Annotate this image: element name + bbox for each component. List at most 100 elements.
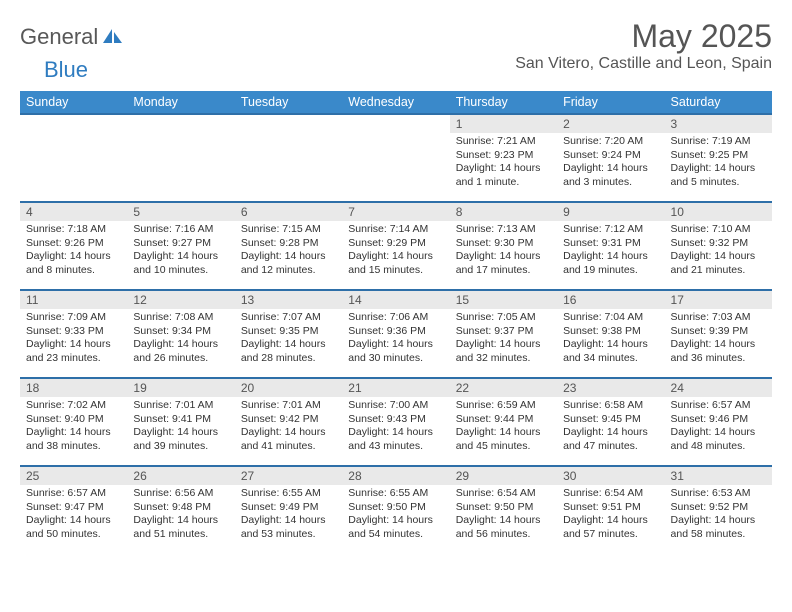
- weekday-header: Saturday: [665, 91, 772, 114]
- day-number: 13: [235, 291, 342, 309]
- day-detail: Sunrise: 7:12 AMSunset: 9:31 PMDaylight:…: [557, 221, 664, 282]
- day-detail: Sunrise: 6:56 AMSunset: 9:48 PMDaylight:…: [127, 485, 234, 546]
- day-detail: Sunrise: 7:18 AMSunset: 9:26 PMDaylight:…: [20, 221, 127, 282]
- calendar-row: 4Sunrise: 7:18 AMSunset: 9:26 PMDaylight…: [20, 202, 772, 290]
- day-cell: 4Sunrise: 7:18 AMSunset: 9:26 PMDaylight…: [20, 202, 127, 290]
- day-cell: 20Sunrise: 7:01 AMSunset: 9:42 PMDayligh…: [235, 378, 342, 466]
- day-number: 29: [450, 467, 557, 485]
- day-detail: Sunrise: 6:57 AMSunset: 9:47 PMDaylight:…: [20, 485, 127, 546]
- day-detail: Sunrise: 6:55 AMSunset: 9:49 PMDaylight:…: [235, 485, 342, 546]
- calendar-row: 11Sunrise: 7:09 AMSunset: 9:33 PMDayligh…: [20, 290, 772, 378]
- day-number: 6: [235, 203, 342, 221]
- logo-text-general: General: [20, 24, 98, 50]
- day-cell: 11Sunrise: 7:09 AMSunset: 9:33 PMDayligh…: [20, 290, 127, 378]
- day-number: 14: [342, 291, 449, 309]
- day-cell: 5Sunrise: 7:16 AMSunset: 9:27 PMDaylight…: [127, 202, 234, 290]
- day-detail: Sunrise: 7:08 AMSunset: 9:34 PMDaylight:…: [127, 309, 234, 370]
- day-detail: Sunrise: 7:20 AMSunset: 9:24 PMDaylight:…: [557, 133, 664, 194]
- day-number: 1: [450, 115, 557, 133]
- day-cell: 8Sunrise: 7:13 AMSunset: 9:30 PMDaylight…: [450, 202, 557, 290]
- day-number: 24: [665, 379, 772, 397]
- empty-cell: [20, 114, 127, 202]
- logo-text-blue: Blue: [44, 57, 88, 82]
- day-detail: Sunrise: 6:57 AMSunset: 9:46 PMDaylight:…: [665, 397, 772, 458]
- day-cell: 28Sunrise: 6:55 AMSunset: 9:50 PMDayligh…: [342, 466, 449, 554]
- day-detail: Sunrise: 7:01 AMSunset: 9:41 PMDaylight:…: [127, 397, 234, 458]
- day-detail: Sunrise: 7:15 AMSunset: 9:28 PMDaylight:…: [235, 221, 342, 282]
- day-detail: Sunrise: 7:19 AMSunset: 9:25 PMDaylight:…: [665, 133, 772, 194]
- day-cell: 14Sunrise: 7:06 AMSunset: 9:36 PMDayligh…: [342, 290, 449, 378]
- day-detail: Sunrise: 6:54 AMSunset: 9:50 PMDaylight:…: [450, 485, 557, 546]
- day-detail: Sunrise: 6:53 AMSunset: 9:52 PMDaylight:…: [665, 485, 772, 546]
- day-cell: 24Sunrise: 6:57 AMSunset: 9:46 PMDayligh…: [665, 378, 772, 466]
- day-cell: 31Sunrise: 6:53 AMSunset: 9:52 PMDayligh…: [665, 466, 772, 554]
- day-cell: 13Sunrise: 7:07 AMSunset: 9:35 PMDayligh…: [235, 290, 342, 378]
- calendar-row: 1Sunrise: 7:21 AMSunset: 9:23 PMDaylight…: [20, 114, 772, 202]
- day-detail: Sunrise: 7:03 AMSunset: 9:39 PMDaylight:…: [665, 309, 772, 370]
- weekday-header: Wednesday: [342, 91, 449, 114]
- weekday-header: Sunday: [20, 91, 127, 114]
- day-number: 31: [665, 467, 772, 485]
- day-number: 10: [665, 203, 772, 221]
- day-detail: Sunrise: 6:58 AMSunset: 9:45 PMDaylight:…: [557, 397, 664, 458]
- day-cell: 26Sunrise: 6:56 AMSunset: 9:48 PMDayligh…: [127, 466, 234, 554]
- day-detail: Sunrise: 7:21 AMSunset: 9:23 PMDaylight:…: [450, 133, 557, 194]
- day-number: 19: [127, 379, 234, 397]
- day-cell: 7Sunrise: 7:14 AMSunset: 9:29 PMDaylight…: [342, 202, 449, 290]
- day-cell: 9Sunrise: 7:12 AMSunset: 9:31 PMDaylight…: [557, 202, 664, 290]
- day-cell: 23Sunrise: 6:58 AMSunset: 9:45 PMDayligh…: [557, 378, 664, 466]
- day-detail: Sunrise: 7:10 AMSunset: 9:32 PMDaylight:…: [665, 221, 772, 282]
- day-detail: Sunrise: 7:16 AMSunset: 9:27 PMDaylight:…: [127, 221, 234, 282]
- day-cell: 6Sunrise: 7:15 AMSunset: 9:28 PMDaylight…: [235, 202, 342, 290]
- day-cell: 12Sunrise: 7:08 AMSunset: 9:34 PMDayligh…: [127, 290, 234, 378]
- day-number: 21: [342, 379, 449, 397]
- day-cell: 21Sunrise: 7:00 AMSunset: 9:43 PMDayligh…: [342, 378, 449, 466]
- calendar-body: 1Sunrise: 7:21 AMSunset: 9:23 PMDaylight…: [20, 114, 772, 554]
- day-cell: 2Sunrise: 7:20 AMSunset: 9:24 PMDaylight…: [557, 114, 664, 202]
- day-number: 5: [127, 203, 234, 221]
- day-number: 20: [235, 379, 342, 397]
- day-cell: 29Sunrise: 6:54 AMSunset: 9:50 PMDayligh…: [450, 466, 557, 554]
- logo-sail-icon: [102, 27, 124, 50]
- day-detail: Sunrise: 7:04 AMSunset: 9:38 PMDaylight:…: [557, 309, 664, 370]
- day-number: 25: [20, 467, 127, 485]
- day-cell: 27Sunrise: 6:55 AMSunset: 9:49 PMDayligh…: [235, 466, 342, 554]
- day-cell: 16Sunrise: 7:04 AMSunset: 9:38 PMDayligh…: [557, 290, 664, 378]
- day-number: 16: [557, 291, 664, 309]
- day-number: 22: [450, 379, 557, 397]
- day-cell: 10Sunrise: 7:10 AMSunset: 9:32 PMDayligh…: [665, 202, 772, 290]
- day-detail: Sunrise: 7:02 AMSunset: 9:40 PMDaylight:…: [20, 397, 127, 458]
- day-number: 15: [450, 291, 557, 309]
- day-number: 30: [557, 467, 664, 485]
- logo: General: [20, 18, 126, 50]
- day-number: 28: [342, 467, 449, 485]
- day-number: 23: [557, 379, 664, 397]
- weekday-header: Thursday: [450, 91, 557, 114]
- day-number: 2: [557, 115, 664, 133]
- day-number: 7: [342, 203, 449, 221]
- weekday-header: Monday: [127, 91, 234, 114]
- day-number: 3: [665, 115, 772, 133]
- day-number: 9: [557, 203, 664, 221]
- day-detail: Sunrise: 7:13 AMSunset: 9:30 PMDaylight:…: [450, 221, 557, 282]
- day-cell: 25Sunrise: 6:57 AMSunset: 9:47 PMDayligh…: [20, 466, 127, 554]
- day-cell: 19Sunrise: 7:01 AMSunset: 9:41 PMDayligh…: [127, 378, 234, 466]
- calendar-row: 18Sunrise: 7:02 AMSunset: 9:40 PMDayligh…: [20, 378, 772, 466]
- day-detail: Sunrise: 6:54 AMSunset: 9:51 PMDaylight:…: [557, 485, 664, 546]
- day-detail: Sunrise: 7:05 AMSunset: 9:37 PMDaylight:…: [450, 309, 557, 370]
- day-number: 12: [127, 291, 234, 309]
- weekday-header: Tuesday: [235, 91, 342, 114]
- day-detail: Sunrise: 7:00 AMSunset: 9:43 PMDaylight:…: [342, 397, 449, 458]
- day-cell: 1Sunrise: 7:21 AMSunset: 9:23 PMDaylight…: [450, 114, 557, 202]
- empty-cell: [127, 114, 234, 202]
- month-title: May 2025: [515, 18, 772, 55]
- calendar-table: SundayMondayTuesdayWednesdayThursdayFrid…: [20, 91, 772, 554]
- weekday-row: SundayMondayTuesdayWednesdayThursdayFrid…: [20, 91, 772, 114]
- day-detail: Sunrise: 7:01 AMSunset: 9:42 PMDaylight:…: [235, 397, 342, 458]
- day-cell: 3Sunrise: 7:19 AMSunset: 9:25 PMDaylight…: [665, 114, 772, 202]
- calendar-row: 25Sunrise: 6:57 AMSunset: 9:47 PMDayligh…: [20, 466, 772, 554]
- day-number: 27: [235, 467, 342, 485]
- day-number: 26: [127, 467, 234, 485]
- title-block: May 2025 San Vitero, Castille and Leon, …: [515, 18, 772, 73]
- location-text: San Vitero, Castille and Leon, Spain: [515, 55, 772, 73]
